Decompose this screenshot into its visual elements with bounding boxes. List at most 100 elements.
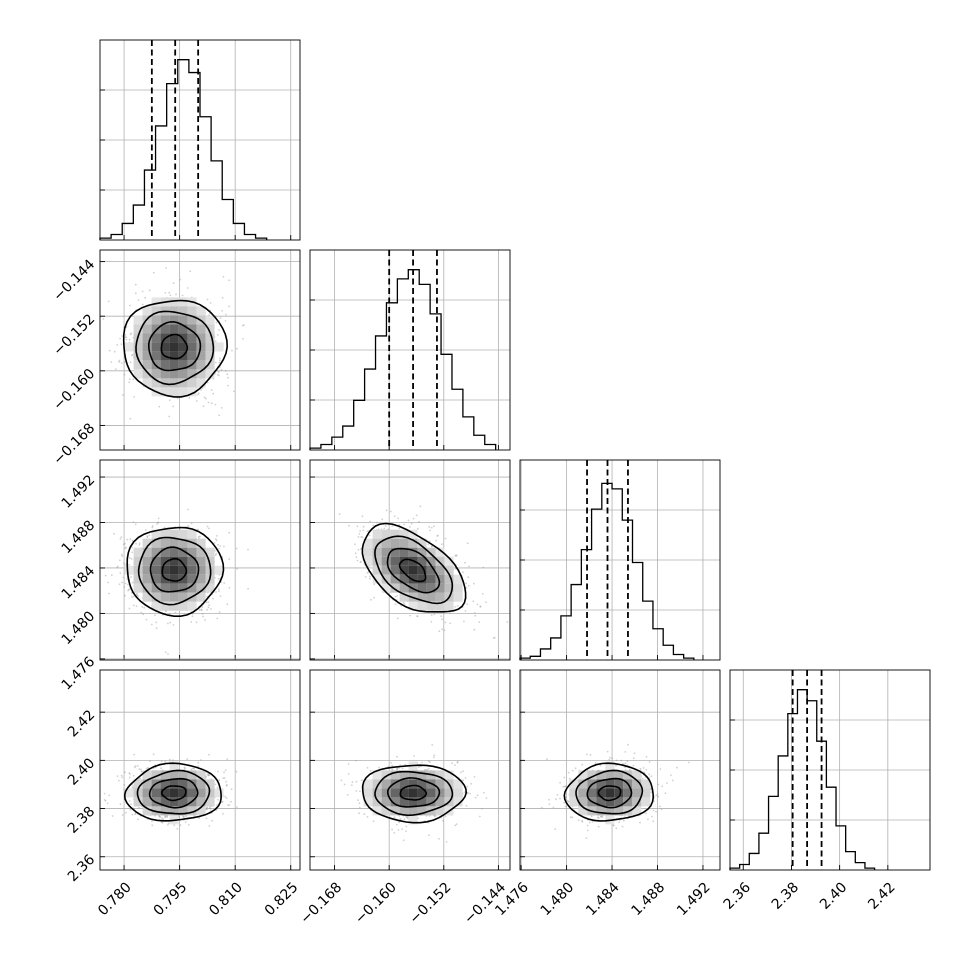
sample-point bbox=[391, 768, 394, 771]
sample-point bbox=[181, 294, 184, 297]
density-cell bbox=[142, 324, 152, 334]
sample-point bbox=[343, 783, 346, 786]
sample-point bbox=[134, 292, 137, 295]
sample-point bbox=[128, 588, 131, 591]
sample-point bbox=[225, 783, 228, 786]
density-cell bbox=[390, 779, 400, 789]
sample-point bbox=[151, 824, 154, 827]
density-cell bbox=[417, 797, 427, 807]
density-cell bbox=[196, 360, 206, 370]
sample-point bbox=[140, 770, 143, 773]
sample-point bbox=[594, 762, 597, 764]
sample-point bbox=[119, 538, 122, 540]
density-cell bbox=[160, 360, 170, 370]
sample-point bbox=[164, 651, 167, 653]
contour-line bbox=[160, 785, 187, 802]
sample-point bbox=[351, 781, 354, 784]
density-cell bbox=[187, 387, 197, 397]
density-cell bbox=[178, 369, 188, 379]
sample-point bbox=[144, 296, 147, 299]
density-cell bbox=[417, 583, 427, 593]
density-cell bbox=[151, 315, 161, 325]
sample-point bbox=[426, 768, 428, 771]
sample-point bbox=[116, 565, 119, 568]
density-cell bbox=[160, 770, 170, 780]
sample-point bbox=[226, 758, 229, 761]
sample-point bbox=[431, 545, 433, 548]
sample-point bbox=[581, 820, 584, 823]
sample-point bbox=[179, 824, 182, 827]
density-cell bbox=[160, 583, 170, 593]
density-cell bbox=[381, 583, 391, 593]
contour-line bbox=[122, 299, 229, 398]
sample-point bbox=[357, 536, 360, 538]
density-cell bbox=[151, 342, 161, 352]
sample-point bbox=[218, 329, 220, 331]
sample-point bbox=[129, 333, 132, 336]
density-cell bbox=[214, 342, 224, 352]
sample-point bbox=[190, 522, 193, 525]
density-cell bbox=[426, 583, 436, 593]
sample-point bbox=[223, 771, 226, 774]
density-cell bbox=[187, 556, 197, 566]
sample-point bbox=[124, 594, 126, 597]
sample-point bbox=[201, 387, 204, 389]
x-axis-labels-3: 2.36 2.38 2.40 2.42 bbox=[721, 879, 899, 912]
sample-point bbox=[116, 566, 119, 569]
sample-point bbox=[567, 801, 569, 803]
sample-point bbox=[154, 614, 156, 616]
density-cell bbox=[372, 779, 382, 789]
sample-point bbox=[206, 525, 209, 528]
sample-point bbox=[216, 535, 218, 537]
sample-point bbox=[188, 397, 191, 399]
density-cell bbox=[372, 547, 382, 557]
sample-point bbox=[474, 612, 476, 614]
sample-point bbox=[113, 350, 116, 353]
density-cell bbox=[372, 565, 382, 575]
y-tick-label: 1.484 bbox=[59, 563, 99, 603]
sample-point bbox=[378, 766, 380, 769]
density-cell bbox=[605, 761, 615, 771]
density-cell bbox=[151, 601, 161, 611]
contour-line bbox=[386, 547, 441, 594]
density-cell bbox=[178, 547, 188, 557]
sample-point bbox=[131, 784, 134, 786]
sample-point bbox=[482, 566, 485, 569]
sample-point bbox=[151, 820, 153, 823]
y-axis-labels-1: −0.168 −0.160 −0.152 −0.144 bbox=[50, 257, 98, 469]
sample-point bbox=[215, 321, 218, 324]
sample-point bbox=[601, 816, 604, 818]
sample-point bbox=[127, 589, 129, 592]
sample-point bbox=[655, 810, 657, 813]
sample-point bbox=[393, 832, 396, 834]
sample-point bbox=[228, 804, 231, 806]
sample-point bbox=[464, 561, 466, 564]
sample-point bbox=[586, 824, 589, 827]
sample-point bbox=[141, 606, 144, 608]
y-tick-label: −0.168 bbox=[50, 420, 98, 468]
contour-line bbox=[374, 535, 454, 605]
density-cell bbox=[187, 565, 197, 575]
density-cell bbox=[187, 306, 197, 316]
density-cell bbox=[363, 797, 373, 807]
sample-point bbox=[645, 812, 647, 815]
sample-point bbox=[165, 267, 167, 269]
sample-point bbox=[473, 582, 475, 585]
density-cell bbox=[178, 583, 188, 593]
sample-point bbox=[338, 513, 341, 515]
sample-point bbox=[556, 793, 559, 796]
sample-point bbox=[138, 544, 141, 546]
sample-point bbox=[202, 405, 205, 408]
density-cell bbox=[205, 779, 215, 789]
density-cell bbox=[169, 378, 179, 388]
sample-point bbox=[186, 758, 189, 761]
sample-point bbox=[129, 773, 131, 775]
sample-point bbox=[206, 806, 209, 809]
density-cell bbox=[169, 333, 179, 343]
sample-point bbox=[567, 771, 570, 774]
density-cell bbox=[151, 306, 161, 316]
density-cell bbox=[381, 779, 391, 789]
density-cell bbox=[160, 601, 170, 611]
sample-point bbox=[210, 402, 213, 405]
density-cell bbox=[605, 779, 615, 789]
